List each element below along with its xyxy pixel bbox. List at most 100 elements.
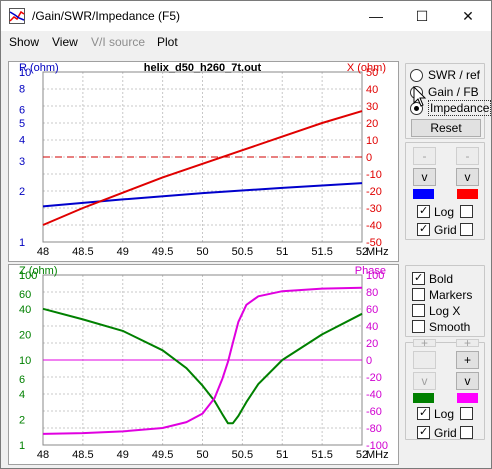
bold-checkbox[interactable]: Bold bbox=[412, 271, 453, 286]
z-scale-up-button[interactable]: + bbox=[413, 339, 436, 347]
left-tick-label: 8 bbox=[19, 83, 25, 95]
markers-checkbox[interactable]: Markers bbox=[412, 287, 472, 302]
grid-phase-checkbox[interactable] bbox=[460, 425, 477, 440]
bold-checkbox-box[interactable] bbox=[412, 271, 425, 285]
right-tick-label: -100 bbox=[366, 440, 388, 452]
log-z-checkbox[interactable]: Log bbox=[417, 406, 454, 421]
smooth-checkbox-box[interactable] bbox=[412, 320, 425, 333]
left-tick-label: 2 bbox=[19, 414, 25, 426]
log-x-checkbox[interactable] bbox=[460, 204, 477, 219]
grid-x-checkbox-box[interactable] bbox=[460, 223, 473, 236]
logx-checkbox[interactable]: Log X bbox=[412, 303, 460, 318]
left-axis-label: R (ohm) bbox=[19, 62, 59, 74]
phase-scale-down-button[interactable]: v bbox=[456, 372, 479, 390]
radio-swr-indicator[interactable] bbox=[410, 68, 423, 82]
maximize-icon: ☐ bbox=[415, 7, 429, 24]
radio-swr[interactable]: SWR / ref bbox=[410, 67, 480, 83]
x-scale-down-button[interactable]: v bbox=[456, 168, 479, 186]
smooth-label: Smooth bbox=[429, 319, 471, 334]
right-tick-label: 40 bbox=[366, 321, 378, 333]
phase-scale-up-button[interactable]: + bbox=[456, 339, 479, 347]
z-scale-down-button[interactable]: v bbox=[413, 372, 436, 390]
z-scale-mid-button[interactable] bbox=[413, 351, 436, 369]
x-tick-label: 48 bbox=[37, 246, 49, 258]
radio-gain-indicator[interactable] bbox=[410, 85, 423, 99]
menu-show[interactable]: Show bbox=[9, 35, 40, 49]
reset-button[interactable]: Reset bbox=[411, 119, 481, 137]
grid-z-checkbox[interactable]: Grid bbox=[417, 425, 457, 440]
z-color-swatch[interactable] bbox=[413, 393, 434, 403]
z-phase-plot: 48 48.5 49 49.5 50 50.5 51 51.5 52MHz10060402010… bbox=[19, 265, 389, 461]
right-tick-label: 20 bbox=[366, 338, 378, 350]
markers-checkbox-box[interactable] bbox=[412, 288, 425, 301]
close-button[interactable]: ✕ bbox=[445, 1, 491, 31]
x-tick-label: 48 bbox=[37, 449, 49, 461]
log-r-checkbox[interactable]: Log bbox=[417, 204, 454, 219]
close-icon: ✕ bbox=[462, 7, 474, 24]
grid-r-checkbox[interactable]: Grid bbox=[417, 222, 457, 237]
left-tick-label: 1 bbox=[19, 440, 25, 452]
radio-impedance[interactable]: Impedance bbox=[410, 100, 492, 116]
radio-swr-label: SWR / ref bbox=[428, 68, 481, 82]
x-tick-label: 49.5 bbox=[152, 449, 173, 461]
right-tick-label: -30 bbox=[366, 203, 382, 215]
r-scale-down-button[interactable]: v bbox=[413, 168, 436, 186]
logx-checkbox-box[interactable] bbox=[412, 304, 425, 317]
plot-type-group bbox=[405, 63, 485, 139]
radio-impedance-indicator[interactable] bbox=[410, 101, 423, 115]
x-scale-up-button[interactable]: - bbox=[456, 147, 479, 165]
log-z-checkbox-box[interactable] bbox=[417, 406, 430, 420]
grid-z-checkbox-box[interactable] bbox=[417, 425, 430, 439]
right-axis-label: X (ohm) bbox=[347, 62, 386, 74]
phase-color-swatch[interactable] bbox=[457, 393, 478, 403]
log-phase-checkbox-box[interactable] bbox=[460, 407, 473, 420]
x-tick-label: 52 bbox=[356, 246, 368, 258]
phase-scale-mid-button[interactable]: + bbox=[456, 351, 479, 369]
right-tick-label: -40 bbox=[366, 389, 382, 401]
x-tick-label: 49 bbox=[117, 449, 129, 461]
menu-bar: Show View V/I source Plot bbox=[1, 31, 491, 53]
impedance-chart-top[interactable]: 48 48.5 49 49.5 50 50.5 51 51.5 52 MHz 10 8 6 5 4 3 2 1 50… bbox=[8, 61, 399, 262]
log-x-checkbox-box[interactable] bbox=[460, 205, 473, 218]
left-tick-label: 20 bbox=[19, 329, 31, 341]
right-tick-label: 100 bbox=[366, 270, 384, 282]
window-title: /Gain/SWR/Impedance (F5) bbox=[32, 9, 181, 23]
log-r-checkbox-box[interactable] bbox=[417, 204, 430, 218]
grid-x-checkbox[interactable] bbox=[460, 222, 477, 237]
x-color-swatch[interactable] bbox=[457, 189, 478, 199]
left-tick-label: 3 bbox=[19, 156, 25, 168]
menu-view[interactable]: View bbox=[52, 35, 78, 49]
left-tick-label: 1 bbox=[19, 237, 25, 249]
logx-label: Log X bbox=[429, 303, 461, 318]
x-tick-label: 48.5 bbox=[72, 449, 93, 461]
menu-vi-source[interactable]: V/I source bbox=[91, 35, 146, 49]
radio-gain[interactable]: Gain / FB bbox=[410, 84, 479, 100]
grid-r-label: Grid bbox=[434, 222, 457, 237]
menu-plot[interactable]: Plot bbox=[157, 35, 178, 49]
minimize-button[interactable]: — bbox=[353, 1, 399, 31]
z-series-line bbox=[42, 307, 363, 425]
r-color-swatch[interactable] bbox=[413, 189, 434, 199]
chart-title: helix_d50_h260_7t.out bbox=[144, 62, 262, 74]
left-axis-label: Z (ohm) bbox=[19, 265, 58, 277]
r-scale-up-button[interactable]: - bbox=[413, 147, 436, 165]
x-tick-label: 51 bbox=[276, 246, 288, 258]
right-tick-label: 20 bbox=[366, 118, 378, 130]
x-tick-label: 49.5 bbox=[152, 246, 173, 258]
grid-phase-checkbox-box[interactable] bbox=[460, 426, 473, 439]
right-tick-label: 10 bbox=[366, 135, 378, 147]
left-tick-label: 4 bbox=[19, 135, 25, 147]
right-tick-label: -50 bbox=[366, 237, 382, 249]
smooth-checkbox[interactable]: Smooth bbox=[412, 319, 470, 334]
x-tick-label: 51.5 bbox=[311, 246, 332, 258]
impedance-chart-bottom[interactable]: 48 48.5 49 49.5 50 50.5 51 51.5 52 MHz 100 60 40 20 10… bbox=[8, 264, 399, 465]
title-bar[interactable]: /Gain/SWR/Impedance (F5) — ☐ ✕ bbox=[1, 1, 491, 31]
x-tick-label: 51.5 bbox=[311, 449, 332, 461]
grid-r-checkbox-box[interactable] bbox=[417, 222, 430, 236]
x-tick-label: 50 bbox=[196, 449, 208, 461]
x-tick-label: 50.5 bbox=[232, 246, 253, 258]
maximize-button[interactable]: ☐ bbox=[399, 1, 445, 31]
right-tick-label: 30 bbox=[366, 101, 378, 113]
r-series-line bbox=[42, 182, 363, 208]
log-phase-checkbox[interactable] bbox=[460, 406, 477, 421]
